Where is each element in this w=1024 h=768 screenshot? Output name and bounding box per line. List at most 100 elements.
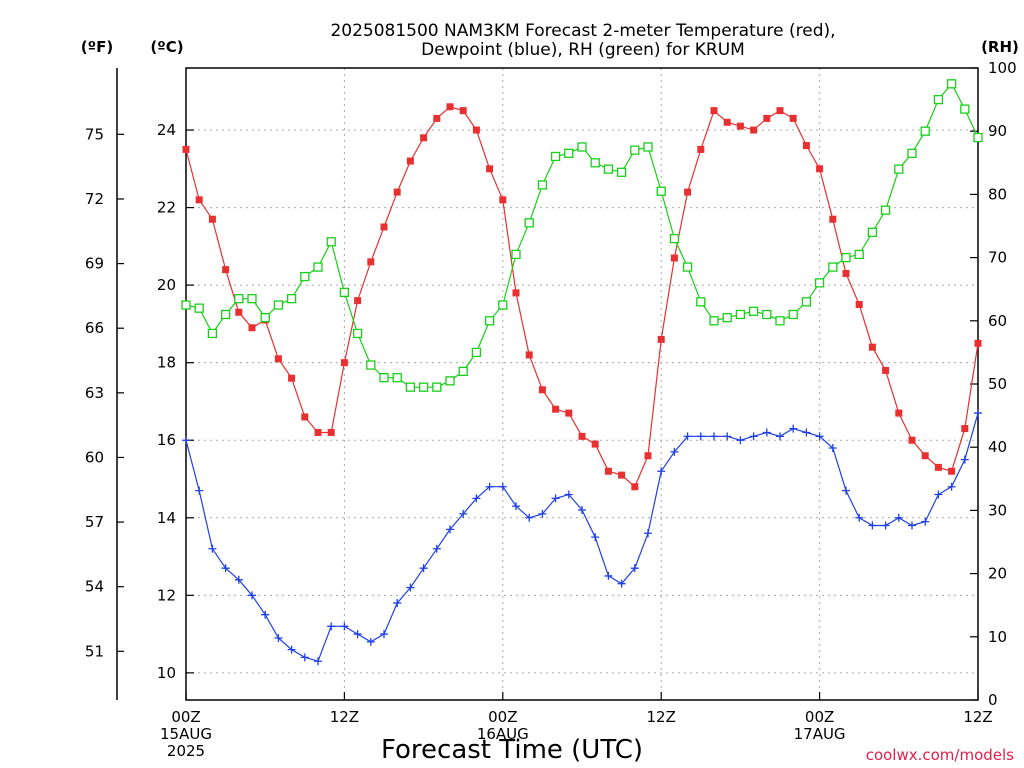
rh-point xyxy=(748,306,759,316)
rh-point xyxy=(194,303,204,313)
temperature-point xyxy=(354,297,362,305)
temperature-point xyxy=(591,440,599,448)
dewpoint-point xyxy=(340,622,349,631)
rh-point xyxy=(603,164,614,174)
fahrenheit-tick-label: 75 xyxy=(85,125,104,143)
rh-point xyxy=(471,347,482,358)
celsius-tick-label: 16 xyxy=(157,431,176,449)
rh-point xyxy=(841,252,851,263)
rh-point xyxy=(418,382,429,392)
dewpoint-point xyxy=(380,630,388,639)
temperature-point xyxy=(974,339,982,347)
rh-point xyxy=(247,294,257,304)
temperature-point xyxy=(670,254,678,262)
temperature-point xyxy=(182,145,190,153)
x-tick-label: 12Z xyxy=(330,708,359,726)
temperature-point xyxy=(855,301,863,309)
rh-point xyxy=(220,309,231,320)
x-tick-label: 16AUG xyxy=(477,725,529,743)
temperature-point xyxy=(538,386,546,394)
dewpoint-point xyxy=(908,521,916,530)
rh-point xyxy=(801,297,812,307)
rh-point xyxy=(907,148,917,158)
temperature-point xyxy=(908,436,916,444)
x-tick-label: 00Z xyxy=(488,708,517,726)
rh-point xyxy=(445,376,455,386)
rh-tick-label: 90 xyxy=(988,122,1007,140)
dewpoint-point xyxy=(234,575,243,584)
temperature-point xyxy=(552,405,560,413)
dewpoint-point xyxy=(551,494,560,503)
dewpoint-point xyxy=(261,610,270,619)
temperature-point xyxy=(776,107,784,115)
dewpoint-series xyxy=(182,409,982,666)
temperature-point xyxy=(327,428,335,436)
temperature-series xyxy=(182,103,982,491)
rh-tick-label: 60 xyxy=(988,312,1007,330)
rh-series xyxy=(181,79,983,392)
dewpoint-point xyxy=(974,409,982,418)
rh-point xyxy=(234,294,244,304)
x-axis-title: Forecast Time (UTC) xyxy=(381,735,643,765)
temperature-point xyxy=(618,471,626,479)
rh-point xyxy=(564,148,574,158)
fahrenheit-tick-label: 69 xyxy=(85,255,104,273)
dewpoint-point xyxy=(617,579,626,588)
dewpoint-point xyxy=(710,432,718,441)
temperature-point xyxy=(750,126,758,134)
rh-point xyxy=(432,382,442,392)
celsius-tick-label: 24 xyxy=(157,121,176,139)
rh-point xyxy=(828,262,838,272)
temperature-point xyxy=(723,118,731,126)
fahrenheit-tick-label: 72 xyxy=(85,190,104,208)
rh-point xyxy=(775,316,785,326)
dewpoint-point xyxy=(564,490,573,499)
temperature-point xyxy=(948,467,956,475)
rh-point xyxy=(643,142,653,152)
rh-point xyxy=(880,205,891,215)
temperature-point xyxy=(882,366,890,374)
temperature-point xyxy=(340,359,348,367)
rh-point xyxy=(788,309,798,320)
rh-point xyxy=(762,309,772,320)
rh-point xyxy=(366,360,376,370)
axes xyxy=(116,67,979,701)
temperature-point xyxy=(393,188,401,196)
temperature-point xyxy=(222,266,230,274)
temperature-line xyxy=(185,106,979,488)
temperature-point xyxy=(288,374,296,382)
dewpoint-point xyxy=(472,494,481,503)
rh-unit-label: (RH) xyxy=(981,38,1019,56)
rh-point xyxy=(814,278,825,288)
temperature-point xyxy=(710,107,718,115)
temperature-point xyxy=(644,452,652,460)
dewpoint-point xyxy=(921,517,930,526)
dewpoint-point xyxy=(221,564,230,573)
temperature-point xyxy=(736,122,744,130)
temperature-point xyxy=(684,188,692,196)
rh-tick-label: 100 xyxy=(988,59,1017,77)
chart-title-line2: Dewpoint (blue), RH (green) for KRUM xyxy=(421,40,745,60)
temperature-point xyxy=(248,324,256,332)
dewpoint-point xyxy=(446,525,454,534)
celsius-tick-label: 18 xyxy=(157,354,176,372)
temperature-point xyxy=(446,103,454,111)
temperature-point xyxy=(301,413,309,421)
dewpoint-point xyxy=(828,443,837,452)
temperature-point xyxy=(895,409,903,417)
rh-point xyxy=(273,300,284,310)
dewpoint-point xyxy=(657,467,666,476)
rh-tick-label: 30 xyxy=(988,501,1007,519)
fahrenheit-tick-label: 60 xyxy=(85,448,104,466)
dewpoint-point xyxy=(538,509,547,518)
dewpoint-point xyxy=(947,482,956,491)
dewpoint-point xyxy=(683,432,692,441)
rh-point xyxy=(286,294,297,304)
rh-point xyxy=(630,145,640,155)
rh-tick-label: 0 xyxy=(988,691,998,709)
celsius-unit-label: (ºC) xyxy=(150,38,183,56)
temperature-point xyxy=(763,114,771,122)
dewpoint-point xyxy=(512,502,520,511)
rh-tick-label: 10 xyxy=(988,628,1007,646)
dewpoint-point xyxy=(525,513,534,522)
